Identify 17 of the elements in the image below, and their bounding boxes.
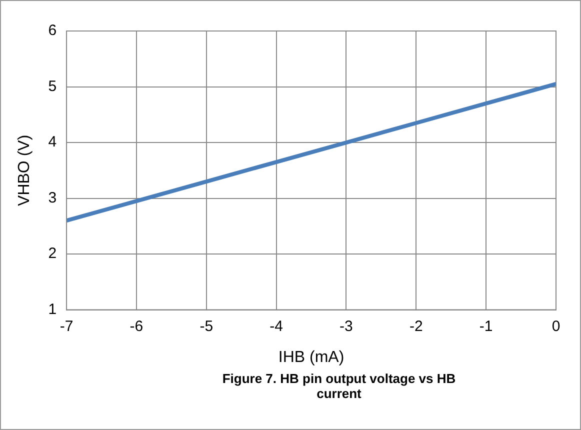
- y-tick-label: 4: [48, 134, 57, 151]
- x-tick-label: -5: [200, 318, 214, 335]
- y-tick-label: 1: [48, 300, 57, 318]
- x-tick-label: -7: [60, 318, 74, 335]
- x-tick-label: -3: [340, 318, 353, 335]
- x-tick-label: -2: [409, 318, 423, 335]
- y-tick-label: 2: [48, 245, 57, 262]
- text: Figure 7. HB pin output voltage vs HB current: [221, 371, 457, 401]
- y-axis-title: VHBO (V): [16, 134, 34, 206]
- x-axis-title: IHB (mA): [278, 348, 344, 366]
- x-tick-label: -6: [130, 318, 144, 335]
- x-tick-label: 0: [552, 318, 560, 335]
- y-tick-label: 3: [48, 189, 57, 206]
- y-tick-label: 5: [48, 78, 57, 95]
- y-tick-label: 6: [48, 22, 57, 40]
- x-tick-label: -1: [479, 318, 493, 335]
- x-tick-label: -4: [270, 318, 283, 335]
